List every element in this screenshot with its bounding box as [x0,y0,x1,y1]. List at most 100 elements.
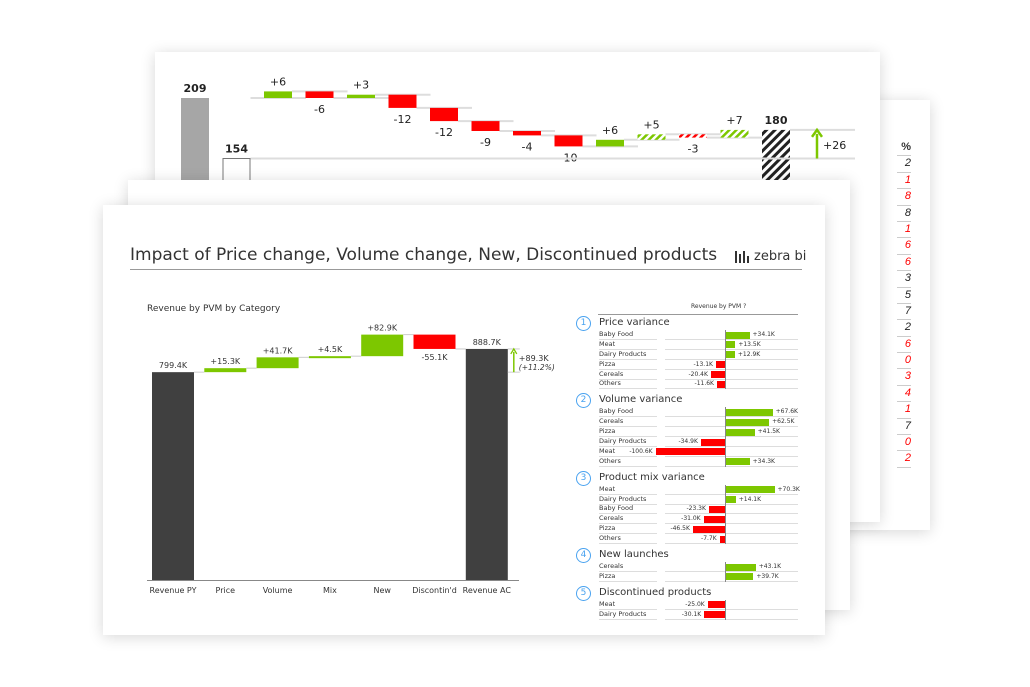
variance-value: -30.1K [681,610,702,618]
step-bar [347,94,375,98]
variance-value: +43.1K [758,563,782,571]
row-rule [665,608,798,610]
section-title-text: Discontinued products [599,586,712,598]
list-item: Meat -100.6K [573,447,798,457]
variance-value: -25.0K [685,600,705,608]
row-rule [665,493,798,495]
category-label: Price [216,586,236,595]
category-label: Dairy Products [599,349,647,358]
category-label: Meat [599,446,616,455]
category-label: Baby Food [599,330,634,338]
variance-bar [655,448,725,456]
row-rule [599,523,657,525]
row-rule [599,426,657,428]
chart-title: Revenue by PVM by Category [147,304,281,314]
variance-section: 1 Price variance Baby Food +34.1K Meat +13.5K… [573,316,798,393]
category-label: Pizza [599,359,616,368]
row-rule [599,608,657,610]
row-rule [599,436,657,438]
list-item: Cereals +62.5K [573,417,798,428]
zero-axis [725,562,726,582]
variance-bar [704,611,725,619]
percent-cell: 7 [897,419,911,436]
category-label: Pizza [599,524,616,533]
list-item: Others -11.6K [573,379,798,390]
variance-bar [707,601,725,609]
variance-value: -11.6K [694,380,714,388]
variance-bar [726,408,773,416]
step-label: -6 [314,103,325,116]
row-rule [599,348,657,350]
row-rule [599,358,657,360]
variance-section: 4 New launches Cereals +43.1K Pizza +39.7K [573,548,798,586]
row-rule [665,416,798,418]
data-label: 888.7K [473,338,502,347]
category-label: Cereals [599,562,624,571]
percent-cell: 4 [897,386,911,403]
variance-value: +12.9K [737,350,761,358]
zebra-bi-logo: zebra bi [735,249,806,264]
variance-value: +62.5K [772,418,795,426]
row-rule [599,533,657,535]
variance-bar [726,486,775,494]
percent-cell: 5 [897,288,911,304]
logo-text: zebra bi [754,249,807,264]
variance-bar [726,351,735,359]
step-label: -4 [522,140,533,153]
variance-value: +70.3K [777,485,800,493]
step-number-icon: 3 [576,470,591,486]
variance-value: -31.0K [681,515,701,523]
step-number-icon: 2 [576,393,591,409]
row-rule [599,446,657,448]
step-label: -3 [688,143,699,156]
step-label: -12 [435,126,453,139]
list-item: Others +34.3K [573,457,798,467]
step-label: +6 [602,124,618,137]
step-bar [471,121,500,131]
row-rule [599,503,657,505]
row-rule [599,543,657,545]
list-item: Meat +70.3K [573,484,800,495]
step-label: +5 [643,118,659,131]
step-label: +3 [353,79,369,92]
step-bar [720,129,749,138]
row-rule [599,339,657,340]
percent-cell: 8 [897,189,911,206]
category-label: Cereals [599,514,624,523]
row-rule [599,571,657,573]
data-label: +82.9K [367,324,398,333]
step-bar [388,94,417,108]
category-label: Baby Food [599,407,634,416]
percent-cell: 1 [897,402,911,419]
list-item: Pizza -46.5K [573,524,798,535]
row-rule [599,368,657,370]
list-item: Cereals -20.4K [573,370,798,380]
list-item: Baby Food +34.1K [573,330,798,340]
step-bar [264,91,292,98]
row-rule [665,580,798,582]
variance-bar [716,380,725,388]
variance-value: +14.1K [738,495,762,503]
bar-revenue-py [152,372,194,580]
step-bar [679,134,707,138]
variance-bar [726,573,754,581]
row-rule [665,503,798,505]
row-rule [665,571,798,573]
bar-discontin-d [413,334,456,349]
section-title-text: Price variance [599,317,670,328]
list-item: Cereals -31.0K [573,514,798,525]
row-rule [665,455,798,457]
percent-cell: 6 [897,255,911,272]
list-item: Cereals +43.1K [573,562,798,573]
arrow-head-icon [510,347,518,355]
category-label: Meat [599,599,616,608]
variance-value: +34.1K [752,331,775,338]
reference-label: 154 [225,143,248,156]
list-item: Pizza +41.5K [573,427,798,438]
panel-header-rule [598,314,798,315]
list-item: Meat -25.0K [573,600,798,610]
step-number-icon: 4 [576,548,591,564]
step-label: +6 [270,75,286,88]
variance-bar [726,341,736,349]
category-label: Meat [599,484,616,493]
